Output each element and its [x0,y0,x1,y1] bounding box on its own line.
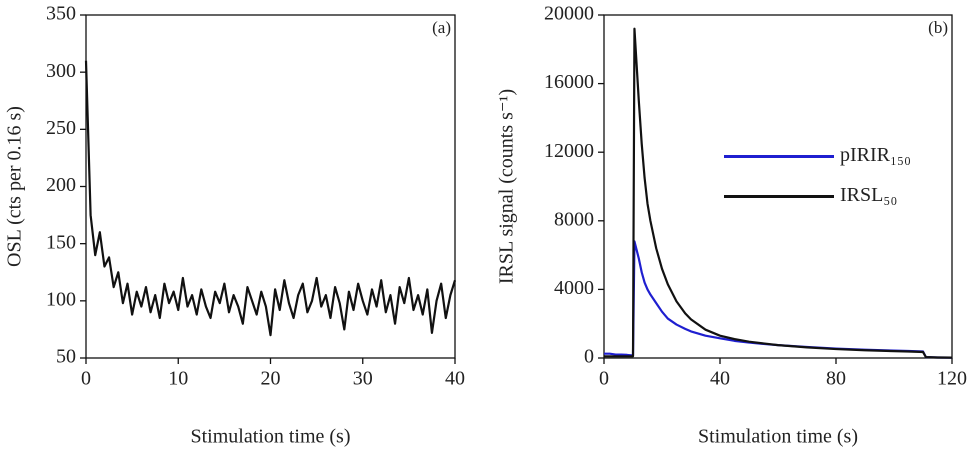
y-tick-label: 20000 [544,3,594,25]
x-tick-label: 30 [353,368,373,390]
y-tick-label: 250 [46,117,76,139]
x-tick-label: 10 [168,368,188,390]
x-tick-label: 0 [81,368,91,390]
panel-label: (b) [928,18,948,37]
x-tick-label: 40 [445,368,465,390]
legend-label: IRSL₅₀ [840,184,897,206]
plot-frame [603,14,953,359]
x-tick-label: 0 [599,368,609,390]
y-tick-label: 4000 [554,277,594,299]
x-tick-label: 80 [826,368,846,390]
y-tick-label: 16000 [544,71,594,93]
y-tick-label: 300 [46,60,76,82]
data-line [604,240,953,359]
y-tick-label: 0 [584,346,594,368]
y-tick-label: 150 [46,231,76,253]
x-tick-label: 120 [937,368,967,390]
y-axis-label: OSL (cts per 0.16 s) [4,106,26,267]
x-tick-label: 40 [710,368,730,390]
y-tick-label: 200 [46,174,76,196]
y-tick-label: 12000 [544,140,594,162]
y-axis-label: IRSL signal (counts s⁻¹) [496,89,518,284]
y-tick-label: 8000 [554,208,594,230]
x-tick-label: 20 [261,368,281,390]
panel-label: (a) [432,18,451,37]
data-line [84,60,457,337]
y-tick-label: 100 [46,288,76,310]
data-line [604,27,953,359]
y-tick-label: 350 [46,3,76,25]
x-axis-label: Stimulation time (s) [191,426,351,448]
legend-label: pIRIR₁₅₀ [840,144,911,166]
y-tick-label: 50 [56,346,76,368]
x-axis-label: Stimulation time (s) [698,426,858,448]
